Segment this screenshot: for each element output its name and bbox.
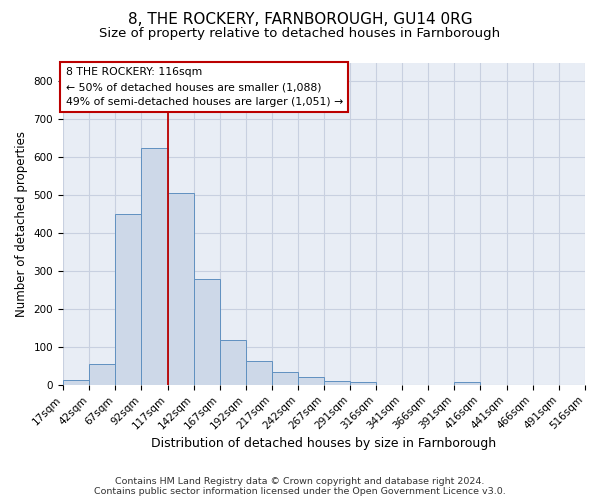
- X-axis label: Distribution of detached houses by size in Farnborough: Distribution of detached houses by size …: [151, 437, 497, 450]
- Bar: [298, 378, 325, 385]
- Text: Size of property relative to detached houses in Farnborough: Size of property relative to detached ho…: [100, 28, 500, 40]
- Y-axis label: Number of detached properties: Number of detached properties: [15, 130, 28, 316]
- Text: 8, THE ROCKERY, FARNBOROUGH, GU14 0RG: 8, THE ROCKERY, FARNBOROUGH, GU14 0RG: [128, 12, 472, 28]
- Text: 8 THE ROCKERY: 116sqm
← 50% of detached houses are smaller (1,088)
49% of semi-d: 8 THE ROCKERY: 116sqm ← 50% of detached …: [65, 68, 343, 107]
- Bar: [194, 278, 220, 385]
- Bar: [350, 382, 376, 385]
- Bar: [454, 382, 481, 385]
- Bar: [246, 361, 272, 385]
- Bar: [89, 364, 115, 385]
- Bar: [325, 381, 350, 385]
- Bar: [272, 372, 298, 385]
- Bar: [167, 194, 194, 385]
- Bar: [142, 148, 167, 385]
- Bar: [220, 340, 246, 385]
- Bar: [63, 380, 89, 385]
- Text: Contains HM Land Registry data © Crown copyright and database right 2024.
Contai: Contains HM Land Registry data © Crown c…: [94, 476, 506, 496]
- Bar: [115, 214, 142, 385]
